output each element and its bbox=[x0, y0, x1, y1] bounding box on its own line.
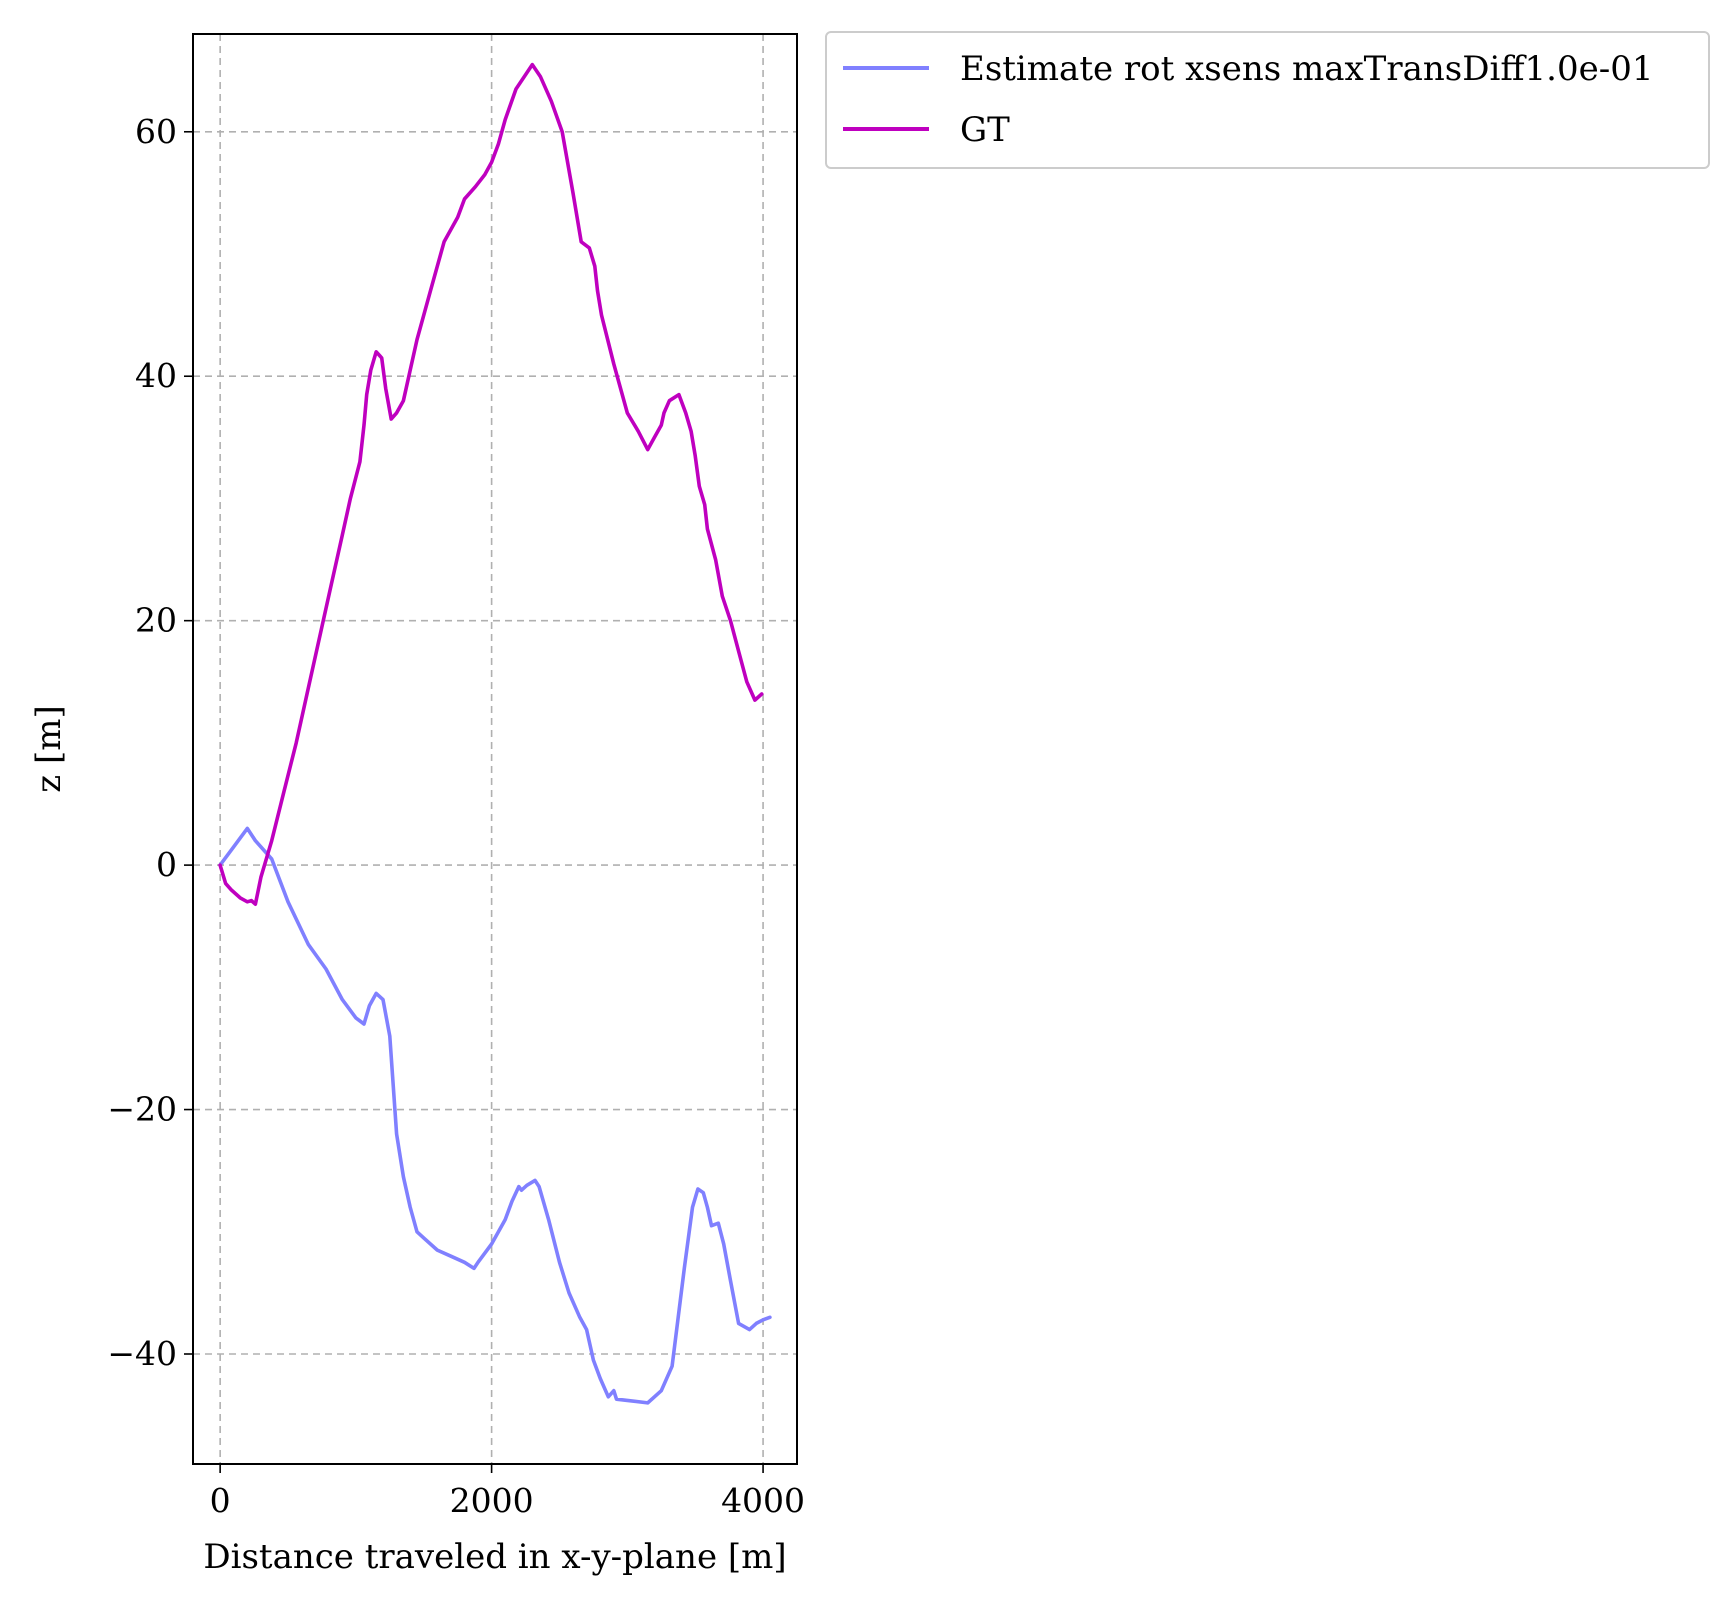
plot-frame bbox=[192, 33, 798, 1465]
legend-label-gt: GT bbox=[960, 110, 1010, 150]
x-axis-label: Distance traveled in x-y-plane [m] bbox=[203, 1537, 786, 1577]
series-line-gt bbox=[218, 62, 764, 907]
legend-box bbox=[825, 31, 1710, 169]
y-tick-label: −40 bbox=[107, 1334, 177, 1373]
grid bbox=[193, 34, 797, 1464]
legend: Estimate rot xsens maxTransDiff1.0e-01 G… bbox=[825, 31, 1710, 169]
x-tick-label: 0 bbox=[210, 1481, 231, 1520]
y-tick-label: 60 bbox=[135, 112, 177, 151]
y-tick-label: 20 bbox=[135, 601, 177, 640]
ticks: 0 2000 4000 −40 −20 0 20 40 60 bbox=[107, 112, 805, 1520]
series-layer bbox=[218, 62, 772, 1405]
x-tick-label: 2000 bbox=[450, 1481, 534, 1520]
legend-label-estimate: Estimate rot xsens maxTransDiff1.0e-01 bbox=[960, 49, 1653, 89]
y-axis-label: z [m] bbox=[29, 705, 69, 793]
y-tick-label: 0 bbox=[156, 845, 177, 884]
x-tick-label: 4000 bbox=[721, 1481, 805, 1520]
series-line-estimate bbox=[218, 826, 772, 1405]
y-tick-label: 40 bbox=[135, 356, 177, 395]
y-tick-label: −20 bbox=[107, 1090, 177, 1129]
